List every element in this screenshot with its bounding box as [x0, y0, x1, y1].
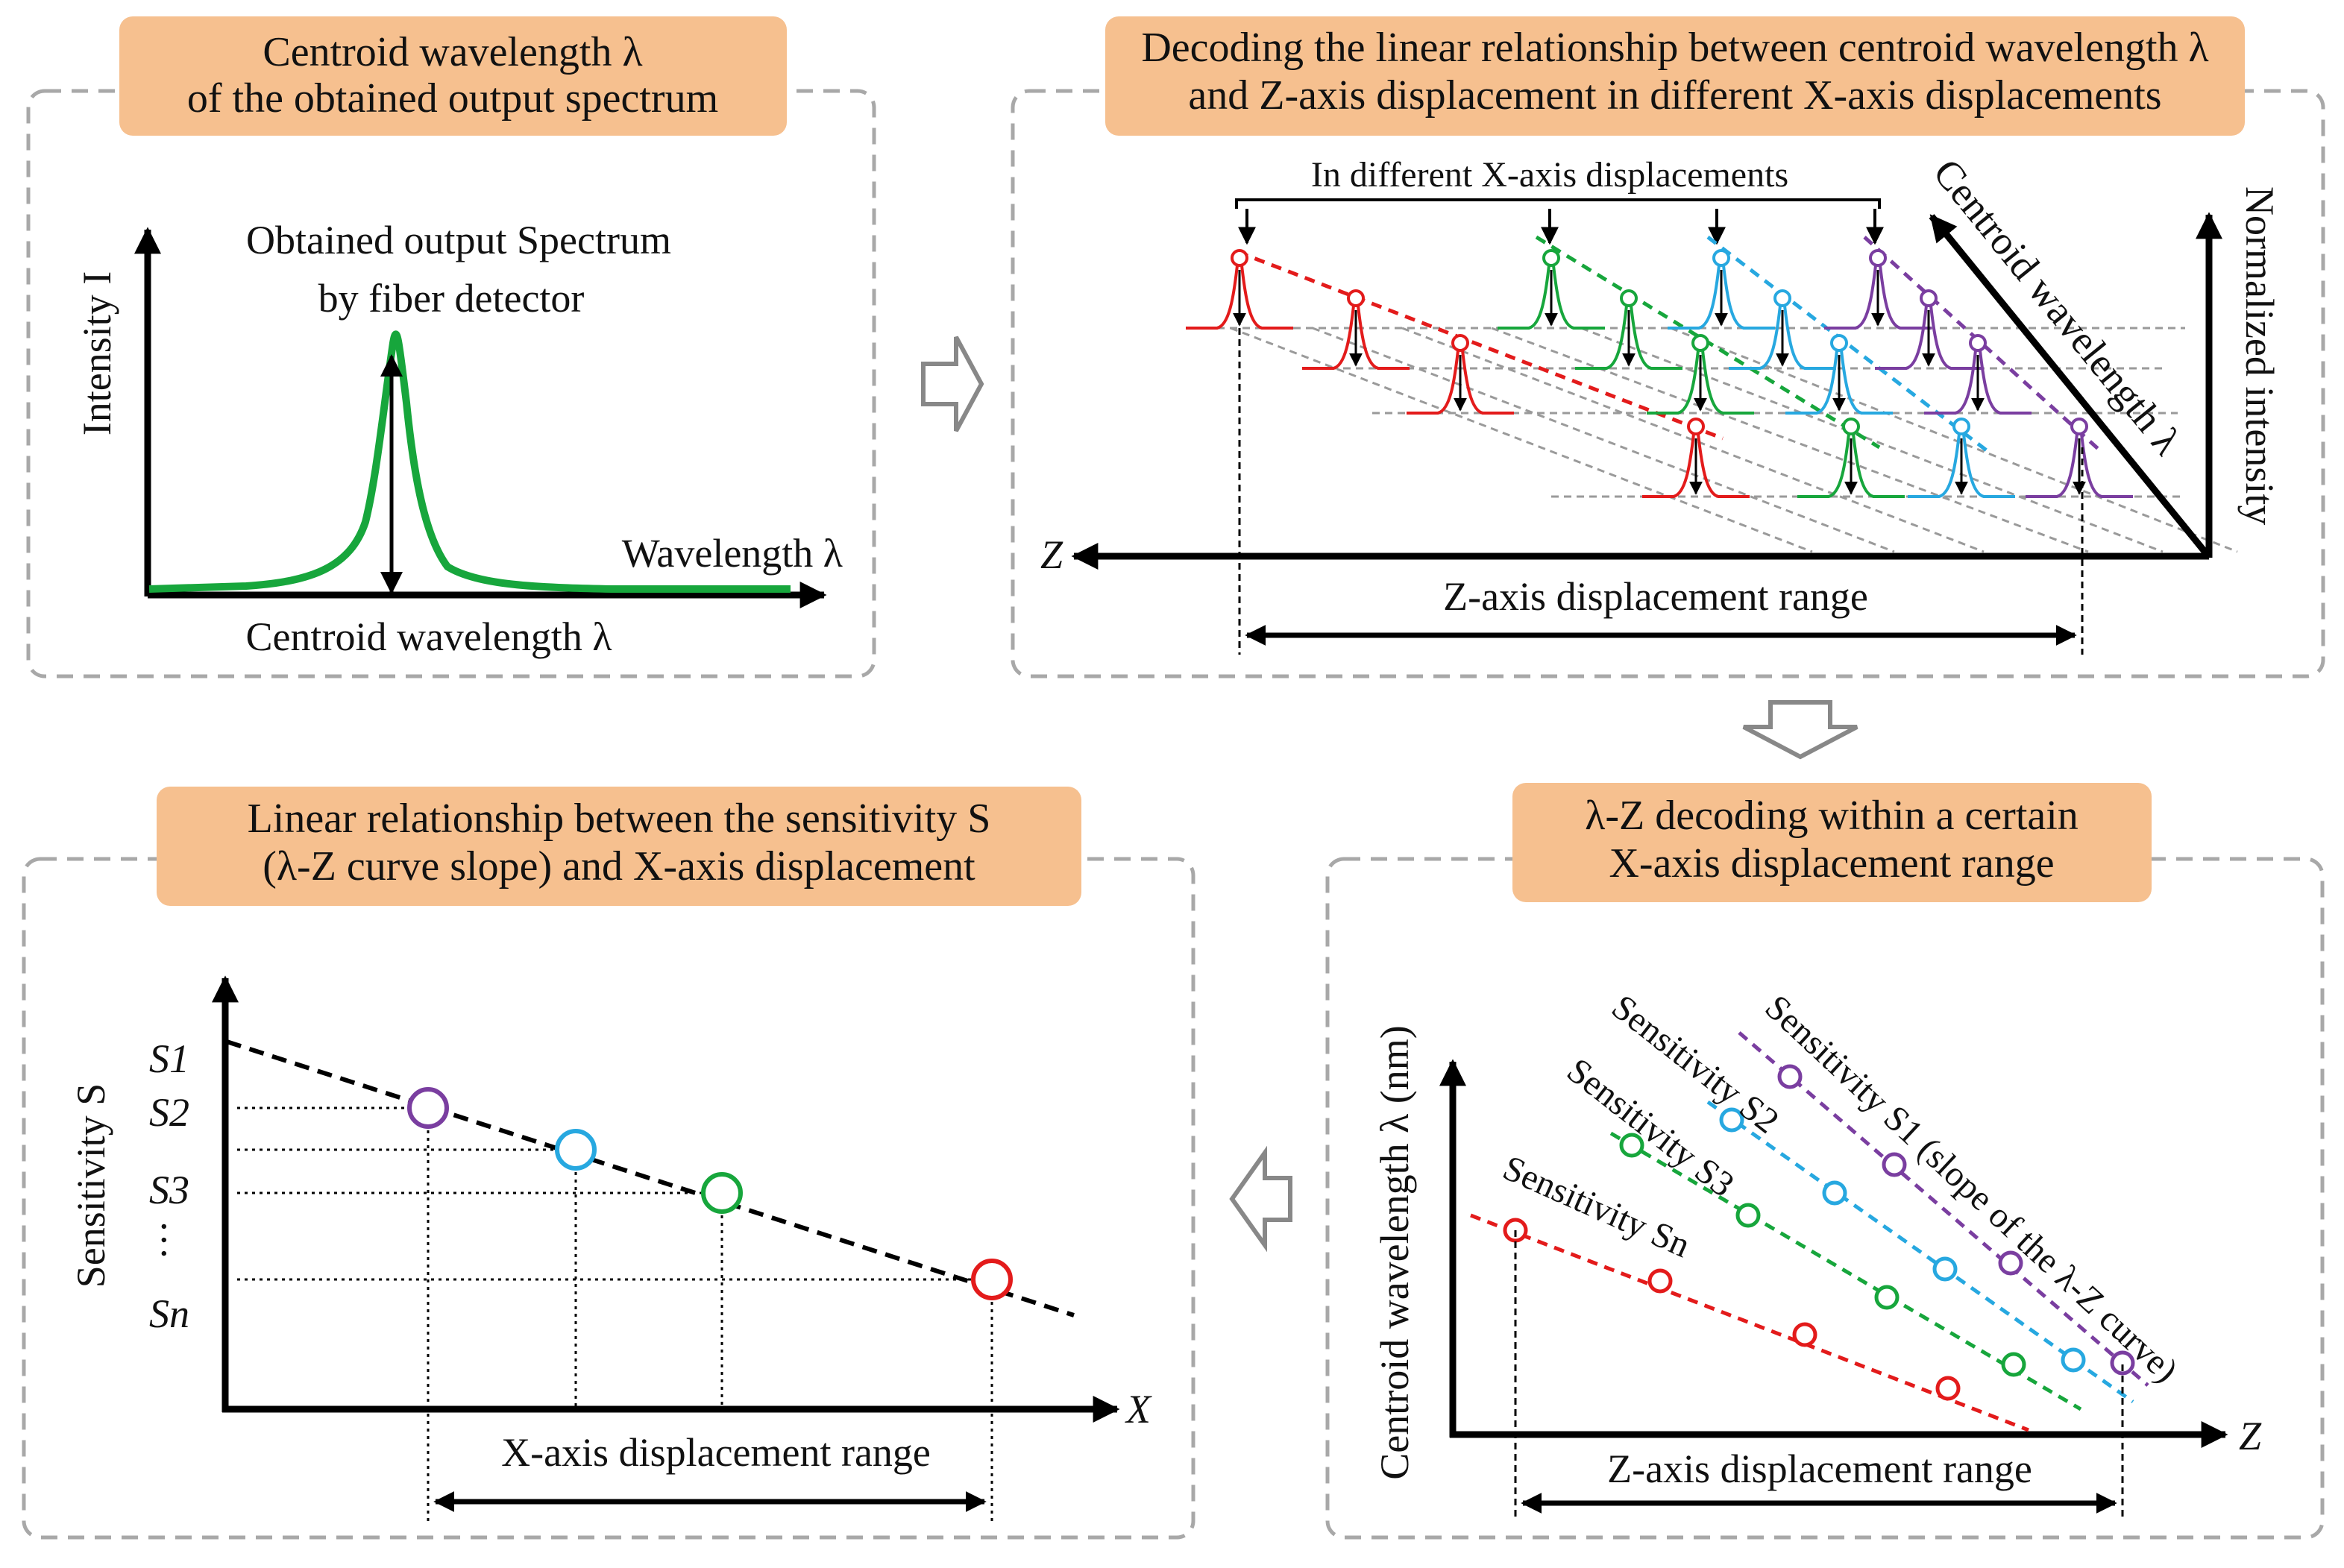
spectral-peak [1875, 289, 1982, 370]
trend-line-red [1237, 250, 1724, 441]
spectral-peak [1824, 249, 1932, 330]
panel-1-peak-label: Centroid wavelength λ [245, 614, 612, 659]
lambda-z-point [1777, 1064, 1803, 1089]
panel-3-title-line1: λ-Z decoding within a certain [1585, 793, 2079, 839]
tick-s3: S3 [149, 1168, 189, 1212]
spectral-peak [1924, 334, 2032, 415]
output-spectrum-curve [148, 330, 791, 593]
panel-1-title-box [119, 16, 787, 136]
tick-s2: S2 [149, 1090, 189, 1135]
spectral-peak [1729, 289, 1836, 370]
lambda-z-point [1998, 1250, 2023, 1276]
flow-arrow-down [1742, 700, 1858, 760]
spectral-peak [1302, 289, 1410, 370]
spectrum-label-line1: Obtained output Spectrum [246, 218, 671, 262]
sensitivity-point [407, 1087, 449, 1129]
sensitivity-point [555, 1129, 597, 1171]
lambda-z-point [1735, 1203, 1761, 1228]
sensitivity-point [701, 1172, 743, 1214]
panel-1-x-axis-label: Wavelength λ [622, 531, 843, 576]
lambda-z-point [1874, 1285, 1900, 1310]
panel-centroid-wavelength: Centroid wavelength λ of the obtained ou… [26, 16, 876, 678]
spectral-peak [1407, 334, 1514, 415]
tick-s1: S1 [149, 1036, 189, 1081]
lambda-z-point [1822, 1180, 1847, 1206]
lambda-z-point [2061, 1347, 2086, 1373]
panel-2-diag-axis-label: Centroid wavelength λ [1925, 151, 2190, 463]
lambda-z-point [1647, 1268, 1673, 1294]
panel-2-title-line1: Decoding the linear relationship between… [1141, 25, 2208, 71]
lambda-z-point [1792, 1322, 1817, 1347]
spectral-peak [1642, 418, 1750, 498]
panel-decoding-relationship: Decoding the linear relationship between… [1011, 16, 2325, 678]
panel-1-title-line2: of the obtained output spectrum [187, 75, 718, 122]
panel-4-title-box [157, 787, 1081, 906]
panel-3-title-line2: X-axis displacement range [1609, 840, 2054, 887]
spectral-peak [1575, 289, 1682, 370]
panel-lambda-z-decoding: λ-Z decoding within a certain X-axis dis… [1325, 783, 2325, 1540]
panel-1-y-axis-label: Intensity I [75, 271, 119, 435]
spectrum-label-line2: by fiber detector [318, 276, 585, 321]
spectral-peak [1647, 334, 1754, 415]
flow-arrow-left [1229, 1145, 1292, 1253]
spectral-peak [2026, 418, 2133, 498]
panel-2-range-label: Z-axis displacement range [1443, 574, 1868, 619]
spectral-peak [1785, 334, 1893, 415]
panel-4-points [407, 1087, 1013, 1300]
dotted-guides [237, 1106, 993, 1523]
lambda-z-point [1935, 1376, 1961, 1401]
line-s1-purple [1738, 1031, 2149, 1387]
lambda-z-point [1719, 1107, 1744, 1133]
panel-3-points [1503, 1064, 2135, 1401]
panel-2-title-line2: and Z-axis displacement in different X-a… [1188, 72, 2161, 119]
panel-2-z-axis-label: Z [1040, 532, 1063, 577]
lambda-z-point [1882, 1152, 1907, 1177]
panel-2-diagonal-axis [1929, 214, 2209, 555]
panel-4-title-line2: (λ-Z curve slope) and X-axis displacemen… [263, 843, 975, 890]
line-sn-red [1470, 1213, 2029, 1432]
spectral-peaks [1186, 249, 2133, 498]
panel-2-vert-axis-label: Normalized intensity [2237, 186, 2282, 525]
panel-sensitivity-relationship: Linear relationship between the sensitiv… [22, 787, 1195, 1540]
panel-4-title-line1: Linear relationship between the sensitiv… [248, 796, 991, 842]
lambda-z-point [2110, 1350, 2135, 1376]
panel-4-x-axis-label: X [1125, 1387, 1152, 1432]
sensitivity-point [971, 1259, 1013, 1300]
spectral-peak [1797, 418, 1905, 498]
trend-line-cyan [1706, 236, 1989, 453]
panel-4-range-label: X-axis displacement range [501, 1430, 931, 1475]
spectral-peak [1668, 249, 1775, 330]
panel-4-y-axis-label: Sensitivity S [69, 1083, 113, 1288]
panel-3-y-axis-label: Centroid wavelength λ (nm) [1372, 1025, 1417, 1480]
panel-1-title-line1: Centroid wavelength λ [263, 29, 642, 75]
lambda-z-point [1932, 1256, 1958, 1282]
panel-3-x-axis-label: Z [2239, 1414, 2262, 1458]
spectral-peak [1908, 418, 2015, 498]
panel-3-range-label: Z-axis displacement range [1607, 1446, 2032, 1491]
panel-2-title-box [1105, 16, 2245, 136]
sensitivity-trend-line [226, 1039, 1075, 1317]
tick-ellipsis: … [130, 1220, 175, 1260]
lambda-z-point [1619, 1133, 1644, 1158]
tick-sn: Sn [149, 1291, 189, 1336]
spectral-peak [1498, 249, 1605, 330]
spectral-peak [1186, 249, 1293, 330]
panel-2-bracket-label: In different X-axis displacements [1311, 155, 1788, 195]
flow-arrow-right [921, 336, 984, 432]
panel-3-title-box [1512, 783, 2152, 902]
line-s2-cyan [1706, 1100, 2134, 1404]
label-sensitivity-s1: Sensitivity S1 (slope of the λ-Z curve) [1757, 987, 2185, 1390]
bracket-line [1235, 198, 1881, 209]
lambda-z-point [2001, 1352, 2026, 1377]
